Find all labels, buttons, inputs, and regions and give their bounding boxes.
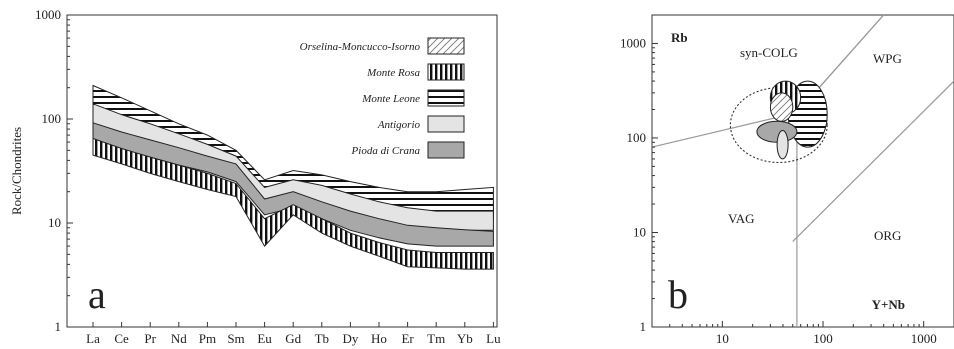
plot-frame-a	[66, 14, 498, 328]
panel-label-b: b	[668, 272, 688, 317]
x-tick-label-ce: Ce	[114, 331, 129, 346]
y-tick-label-a: 100	[42, 111, 62, 126]
legend-label-monte-leone: Monte Leone	[361, 93, 420, 105]
ree-series-areas	[92, 84, 494, 270]
field-pioda-di-crana	[756, 120, 798, 143]
x-tick-label-tb: Tb	[315, 331, 329, 346]
x-tick-label-eu: Eu	[257, 331, 272, 346]
x-tick-label-b: 10	[716, 331, 729, 346]
legend-label-monte-rosa: Monte Rosa	[366, 67, 420, 79]
x-tick-label-gd: Gd	[285, 331, 301, 346]
y-axis-ticks-b: 1 10 100 1000	[620, 14, 658, 334]
y-tick-label-a: 10	[48, 215, 61, 230]
legend: Orselina-Moncucco-Isorno Monte Rosa Monte …	[300, 37, 465, 159]
legend-swatch-pioda-di-crana	[427, 141, 465, 159]
legend-swatch-antigorio	[427, 115, 465, 133]
x-tick-label-pr: Pr	[144, 331, 156, 346]
x-axis-ticks-a: La Ce Pr Nd Pm Sm Eu Gd Tb Dy Ho Er Tm Yb Lu	[86, 322, 501, 346]
group-fields	[729, 80, 828, 164]
x-tick-label-dy: Dy	[342, 331, 358, 346]
boundary-wpg-org	[792, 80, 954, 243]
y-tick-label-b: 1	[640, 319, 647, 334]
field-label-syn-colg: syn-COLG	[740, 45, 798, 60]
y-tick-label-b: 100	[627, 130, 647, 145]
x-tick-label-lu: Lu	[486, 331, 501, 346]
panel-label-a: a	[88, 272, 106, 317]
legend-label-orselina-moncucco-isorno: Orselina-Moncucco-Isorno	[300, 41, 421, 53]
y-axis-ticks-a: 1 10 100 1000	[35, 7, 73, 334]
field-orselina-moncucco-isorno	[769, 92, 794, 122]
y-axis-label-a: Rock/Chondrites	[9, 127, 24, 215]
area-pioda-di-crana	[92, 122, 494, 247]
area-monte-rosa	[92, 137, 494, 270]
legend-swatch-monte-rosa	[427, 63, 465, 81]
x-tick-label-ho: Ho	[371, 331, 387, 346]
legend-label-antigorio: Antigorio	[377, 119, 421, 131]
x-tick-label-b: 1000	[911, 331, 937, 346]
x-tick-label-la: La	[86, 331, 100, 346]
field-label-wpg: WPG	[873, 51, 902, 66]
x-tick-label-pm: Pm	[199, 331, 216, 346]
x-tick-label-nd: Nd	[171, 331, 187, 346]
field-antigorio	[776, 130, 789, 160]
y-tick-label-a: 1	[55, 319, 62, 334]
field-antigorio-dashed-envelope	[729, 87, 828, 164]
tectonic-discrimination-diagram: 1 10 100 1000 10 100 1000 Rb Y+Nb syn-COLG WP…	[620, 14, 954, 346]
field-label-vag: VAG	[728, 211, 755, 226]
y-axis-label-b: Rb	[671, 30, 688, 45]
legend-swatch-orselina-moncucco-isorno	[427, 37, 465, 55]
x-axis-label-b: Y+Nb	[872, 297, 905, 312]
x-axis-ticks-b: 10 100 1000	[669, 321, 937, 346]
x-tick-label-er: Er	[401, 331, 414, 346]
x-tick-label-b: 100	[813, 331, 833, 346]
field-label-org: ORG	[874, 228, 901, 243]
legend-label-pioda-di-crana: Pioda di Crana	[351, 145, 421, 157]
legend-swatch-monte-leone	[427, 89, 465, 107]
x-tick-label-sm: Sm	[227, 331, 244, 346]
y-tick-label-b: 10	[633, 224, 646, 239]
x-tick-label-yb: Yb	[457, 331, 473, 346]
plot-frame-b	[651, 14, 954, 328]
y-tick-label-b: 1000	[620, 35, 646, 50]
x-tick-label-tm: Tm	[427, 331, 445, 346]
y-tick-label-a: 1000	[35, 7, 61, 22]
